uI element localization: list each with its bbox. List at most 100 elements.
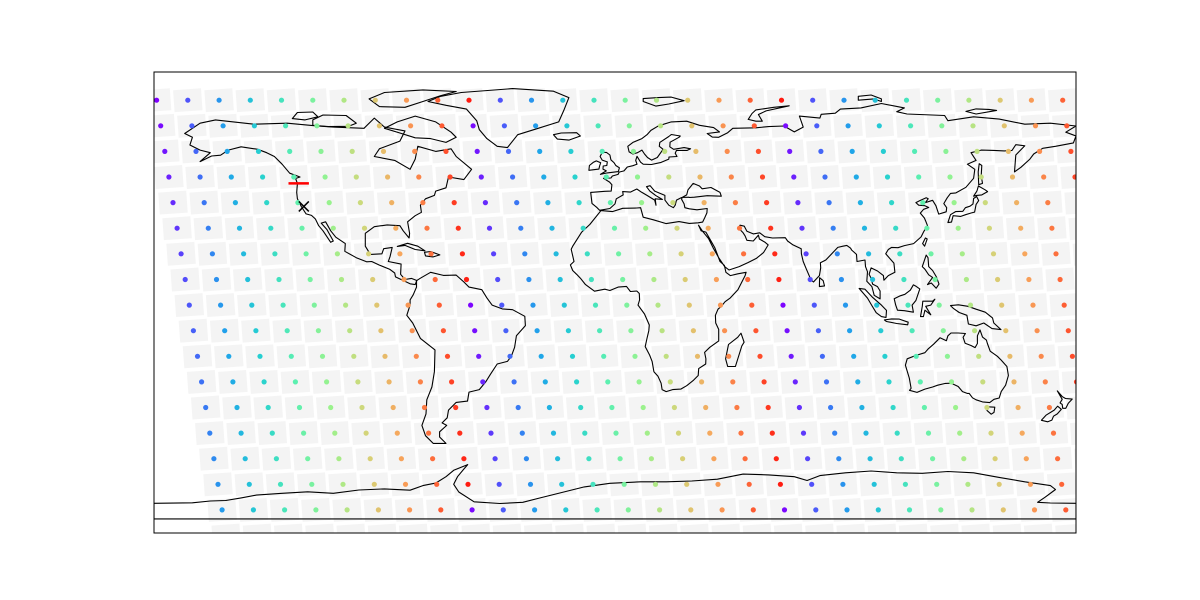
data-point [920, 200, 926, 206]
data-point [417, 379, 423, 385]
data-point [851, 353, 857, 359]
data-point [492, 456, 498, 462]
data-point [482, 200, 488, 206]
data-point [372, 97, 378, 103]
data-point [567, 533, 572, 538]
data-point [277, 481, 284, 487]
data-point [515, 404, 521, 411]
data-point [786, 533, 791, 538]
data-point [402, 481, 409, 487]
data-point [809, 481, 815, 487]
data-point [667, 379, 673, 385]
data-point [1046, 404, 1052, 411]
data-point [693, 148, 699, 154]
data-point [375, 507, 381, 513]
footprint [1097, 396, 1126, 420]
data-point [755, 148, 762, 154]
data-point [472, 328, 478, 334]
data-point [795, 200, 801, 206]
data-point [1057, 276, 1063, 283]
data-point [761, 379, 767, 385]
data-point [621, 481, 627, 487]
data-point [955, 225, 961, 231]
footprint [305, 523, 335, 533]
data-point [1073, 379, 1076, 385]
data-point [863, 430, 869, 436]
data-point [675, 430, 682, 436]
footprint [898, 523, 929, 533]
footprint [1093, 370, 1122, 394]
data-point [876, 123, 882, 129]
data-point [353, 174, 359, 180]
data-point [219, 507, 225, 513]
data-point [557, 276, 563, 283]
data-point [380, 533, 385, 538]
data-point [906, 507, 913, 513]
data-point [1036, 533, 1041, 538]
data-point [908, 123, 914, 129]
data-point [841, 97, 847, 103]
coastline-philippines [921, 254, 940, 289]
data-point [451, 200, 457, 206]
data-point [944, 353, 951, 359]
data-point [205, 225, 211, 231]
data-point [720, 123, 726, 129]
data-point [305, 456, 311, 462]
data-point [213, 276, 220, 283]
data-point [380, 148, 387, 154]
data-point [349, 533, 354, 538]
data-point [332, 430, 338, 436]
data-point [924, 225, 930, 231]
data-point [1055, 456, 1061, 462]
data-point [928, 251, 934, 257]
data-point [526, 276, 532, 283]
data-point [974, 148, 980, 154]
data-point [932, 276, 938, 283]
data-point [207, 430, 213, 436]
data-point [935, 97, 941, 103]
data-point [1001, 123, 1007, 129]
coastline-sri-lanka [818, 277, 826, 288]
data-point [747, 97, 753, 103]
data-point [938, 507, 944, 513]
data-point [709, 251, 715, 257]
data-point [178, 251, 184, 257]
data-point [699, 379, 705, 385]
coastline-new-guinea [949, 304, 1002, 331]
data-point [527, 481, 534, 487]
data-point [811, 302, 817, 308]
data-point [367, 456, 373, 462]
data-point [911, 533, 916, 538]
footprint [930, 523, 960, 533]
data-point [393, 225, 399, 231]
coastline-ireland [588, 160, 602, 171]
footprint [1105, 447, 1134, 471]
footprint [1082, 498, 1111, 522]
data-point [590, 481, 596, 487]
footprint [273, 523, 304, 533]
data-point [224, 533, 229, 538]
coastline-antarctica [154, 464, 1076, 520]
data-point [751, 123, 757, 129]
data-point [901, 276, 907, 283]
data-point [405, 302, 411, 308]
footprint [367, 523, 398, 533]
data-point [969, 507, 975, 513]
data-point [765, 404, 771, 411]
data-point [338, 276, 345, 283]
data-point [657, 507, 663, 513]
footprint [805, 523, 835, 533]
data-point [416, 174, 422, 180]
data-point [1099, 533, 1104, 538]
data-point [283, 123, 289, 129]
data-point [424, 225, 430, 231]
data-point [818, 148, 824, 154]
data-point [299, 225, 305, 231]
data-point [999, 302, 1005, 308]
data-point [401, 276, 407, 283]
data-point [488, 430, 494, 436]
data-point [728, 174, 734, 180]
data-point [599, 148, 605, 154]
data-point [749, 302, 755, 308]
data-point [484, 404, 490, 411]
